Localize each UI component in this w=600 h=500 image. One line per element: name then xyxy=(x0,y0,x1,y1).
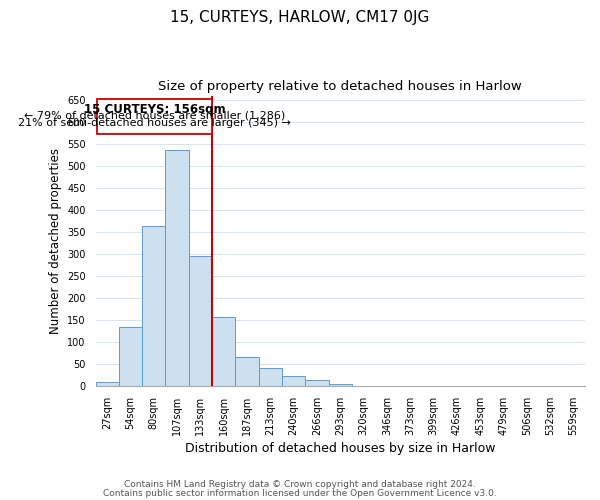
Bar xyxy=(95,382,119,386)
Bar xyxy=(97,99,212,134)
Bar xyxy=(235,358,259,386)
Bar xyxy=(119,328,142,386)
Bar xyxy=(212,317,235,386)
Text: ← 79% of detached houses are smaller (1,286): ← 79% of detached houses are smaller (1,… xyxy=(24,111,285,121)
Text: 21% of semi-detached houses are larger (345) →: 21% of semi-detached houses are larger (… xyxy=(18,118,291,128)
Text: Contains public sector information licensed under the Open Government Licence v3: Contains public sector information licen… xyxy=(103,489,497,498)
Text: Contains HM Land Registry data © Crown copyright and database right 2024.: Contains HM Land Registry data © Crown c… xyxy=(124,480,476,489)
Bar xyxy=(329,384,352,386)
Bar xyxy=(282,376,305,386)
Text: 15 CURTEYS: 156sqm: 15 CURTEYS: 156sqm xyxy=(83,104,225,117)
Title: Size of property relative to detached houses in Harlow: Size of property relative to detached ho… xyxy=(158,80,522,93)
Y-axis label: Number of detached properties: Number of detached properties xyxy=(49,148,62,334)
Bar xyxy=(259,368,282,386)
Text: 15, CURTEYS, HARLOW, CM17 0JG: 15, CURTEYS, HARLOW, CM17 0JG xyxy=(170,10,430,25)
X-axis label: Distribution of detached houses by size in Harlow: Distribution of detached houses by size … xyxy=(185,442,496,455)
Bar xyxy=(189,256,212,386)
Bar xyxy=(142,226,166,386)
Bar xyxy=(305,380,329,386)
Bar xyxy=(166,150,189,386)
